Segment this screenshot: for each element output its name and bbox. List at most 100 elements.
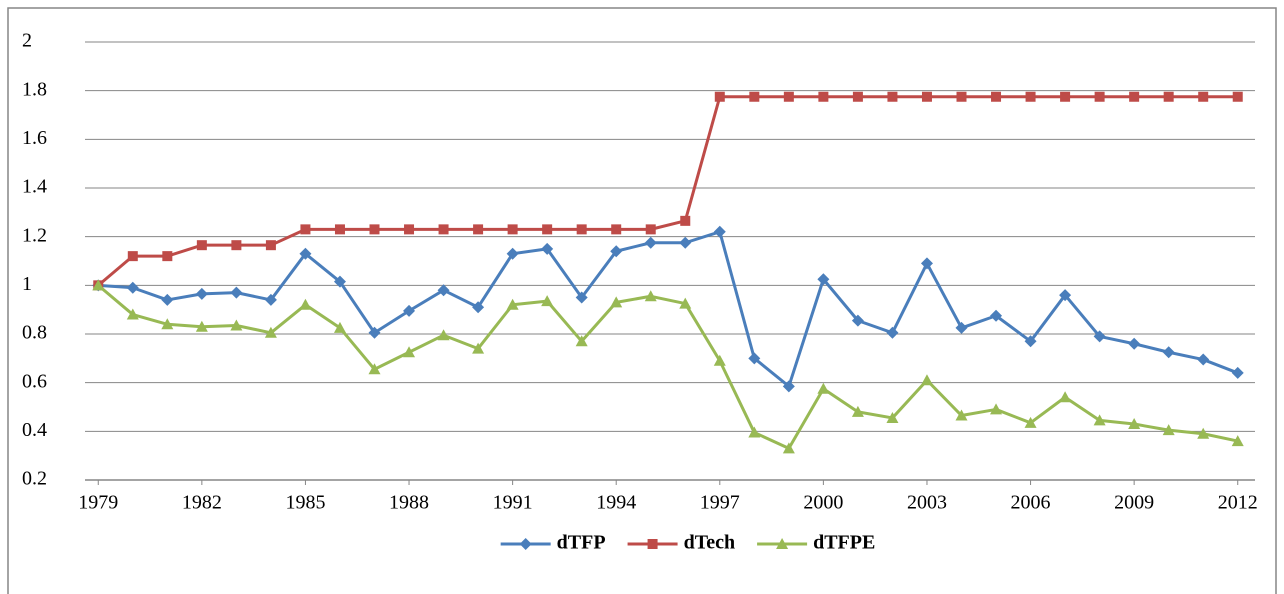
data-point	[713, 354, 726, 366]
data-point	[611, 224, 622, 235]
y-tick-label: 2	[22, 30, 32, 52]
data-point	[1129, 91, 1140, 102]
data-point	[610, 245, 623, 258]
data-point	[748, 426, 761, 438]
data-point	[1232, 91, 1243, 102]
data-point	[990, 309, 1003, 322]
legend-label: dTFP	[557, 532, 606, 554]
y-tick-label: 0.2	[22, 468, 47, 490]
data-point	[610, 296, 623, 308]
data-point	[1128, 418, 1141, 430]
data-point	[1059, 391, 1072, 403]
y-tick-label: 1.4	[22, 176, 47, 198]
data-point	[161, 293, 174, 306]
x-tick-label: 1985	[285, 492, 325, 514]
x-tick-label: 1991	[493, 492, 533, 514]
data-point	[645, 224, 656, 235]
data-point	[333, 321, 346, 333]
data-point	[818, 91, 829, 102]
data-point	[333, 275, 346, 288]
data-point	[1163, 91, 1174, 102]
data-point	[126, 281, 139, 294]
series-line	[97, 95, 1238, 287]
series-line	[97, 284, 1239, 450]
y-tick-label: 0.6	[22, 370, 47, 392]
data-point	[852, 91, 863, 102]
data-point	[817, 273, 830, 286]
data-point	[713, 225, 726, 238]
data-point	[92, 279, 105, 291]
data-point	[541, 295, 554, 307]
x-tick-label: 2006	[1011, 492, 1051, 514]
data-point	[748, 352, 761, 365]
data-point	[956, 91, 967, 102]
x-tick-label: 2009	[1114, 492, 1154, 514]
data-point	[542, 224, 553, 235]
data-point	[300, 224, 311, 235]
legend-marker	[519, 538, 532, 550]
data-point	[991, 91, 1002, 102]
data-point	[1231, 435, 1244, 447]
x-tick-label: 1997	[700, 492, 740, 514]
data-point	[507, 224, 518, 235]
data-point	[541, 242, 554, 255]
data-point	[368, 326, 381, 339]
data-point	[680, 215, 691, 226]
data-point	[196, 240, 207, 251]
data-point	[299, 298, 312, 310]
data-point	[886, 411, 899, 423]
data-point	[576, 224, 587, 235]
data-point	[299, 247, 312, 260]
data-point	[1094, 91, 1105, 102]
data-point	[1059, 289, 1072, 302]
data-point	[473, 224, 484, 235]
y-tick-label: 1	[22, 273, 32, 295]
data-point	[403, 304, 416, 317]
data-point	[403, 346, 416, 358]
data-point	[437, 329, 450, 341]
data-point	[679, 297, 692, 309]
legend-label: dTFPE	[813, 532, 875, 554]
data-point	[817, 382, 830, 394]
data-point	[1231, 366, 1244, 379]
data-point	[334, 224, 345, 235]
data-point	[1093, 414, 1106, 426]
data-point	[714, 91, 725, 102]
data-point	[1025, 91, 1036, 102]
x-tick-label: 1982	[182, 492, 222, 514]
x-tick-label: 2003	[907, 492, 947, 514]
data-point	[127, 251, 138, 262]
data-point	[1060, 91, 1071, 102]
data-point	[1198, 91, 1209, 102]
data-point	[230, 286, 243, 299]
data-point	[195, 287, 208, 300]
series-line	[98, 230, 1239, 388]
x-tick-label: 2000	[803, 492, 843, 514]
data-point	[782, 380, 795, 393]
data-point	[472, 301, 485, 314]
data-point	[404, 224, 415, 235]
data-point	[126, 308, 139, 320]
data-point	[782, 442, 795, 454]
data-point	[955, 409, 968, 421]
data-point	[472, 342, 485, 354]
data-point	[920, 257, 933, 270]
data-point	[264, 326, 277, 338]
data-point	[230, 319, 243, 331]
data-point	[921, 91, 932, 102]
data-point	[162, 251, 173, 262]
data-point	[369, 224, 380, 235]
y-tick-label: 0.4	[22, 419, 47, 441]
data-point	[851, 405, 864, 417]
y-tick-label: 1.8	[22, 78, 47, 100]
data-point	[1024, 335, 1037, 348]
y-tick-label: 0.8	[22, 322, 47, 344]
data-point	[437, 284, 450, 297]
data-point	[438, 224, 449, 235]
data-point	[644, 290, 657, 302]
data-point	[749, 91, 760, 102]
data-point	[886, 326, 899, 339]
chart-border	[7, 7, 1277, 594]
y-tick-label: 1.6	[22, 127, 47, 149]
data-point	[955, 321, 968, 334]
